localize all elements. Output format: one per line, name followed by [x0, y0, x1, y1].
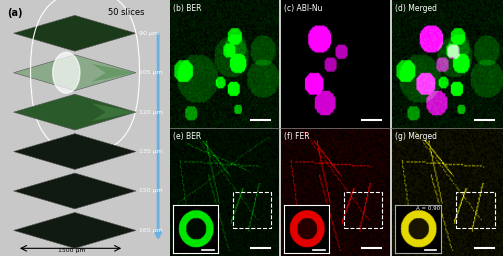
Polygon shape: [14, 212, 136, 248]
Text: 120 μm: 120 μm: [139, 110, 163, 115]
Text: (d) Merged: (d) Merged: [395, 4, 437, 13]
Text: 90 μm: 90 μm: [139, 31, 159, 36]
Polygon shape: [14, 134, 136, 169]
Text: 150 μm: 150 μm: [139, 188, 163, 194]
Polygon shape: [14, 173, 136, 209]
Text: (e) BER: (e) BER: [173, 132, 202, 141]
Text: (g) Merged: (g) Merged: [395, 132, 437, 141]
Polygon shape: [14, 55, 136, 91]
Polygon shape: [14, 15, 136, 51]
Text: (f) FER: (f) FER: [284, 132, 310, 141]
Bar: [456, 192, 495, 228]
Text: (b) BER: (b) BER: [173, 4, 202, 13]
Polygon shape: [92, 103, 136, 121]
Text: (a): (a): [7, 8, 22, 18]
Text: 50 slices: 50 slices: [108, 8, 144, 17]
Text: 135 μm: 135 μm: [139, 149, 163, 154]
Polygon shape: [92, 64, 136, 82]
Polygon shape: [14, 94, 136, 130]
Bar: [233, 192, 271, 228]
Bar: [344, 192, 382, 228]
Text: 165 μm: 165 μm: [139, 228, 163, 233]
Text: (c) ABI-Nu: (c) ABI-Nu: [284, 4, 323, 13]
Text: A = 0.90: A = 0.90: [415, 206, 440, 211]
Text: 105 μm: 105 μm: [139, 70, 163, 75]
Circle shape: [53, 52, 80, 93]
Text: 1500 μm: 1500 μm: [57, 248, 85, 253]
